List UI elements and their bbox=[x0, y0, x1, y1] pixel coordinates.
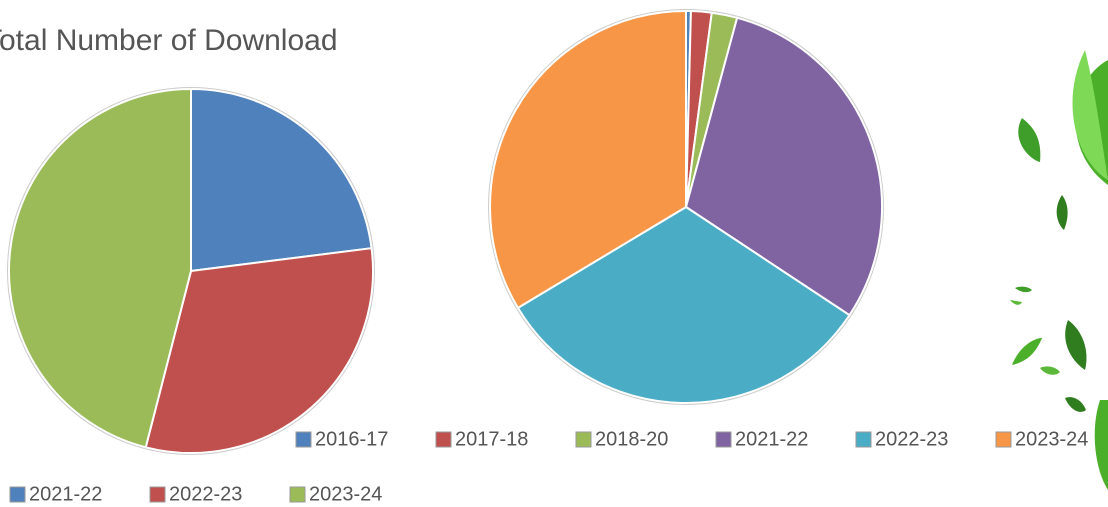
legend-label: 2023-24 bbox=[1015, 428, 1088, 450]
legend-swatch bbox=[150, 487, 165, 502]
legend-label: 2018-20 bbox=[595, 428, 668, 450]
legend-label: 2021-22 bbox=[29, 483, 102, 505]
page: Total Number of Download 2021-22 2022-23 2… bbox=[0, 0, 1108, 507]
legend-swatch bbox=[996, 432, 1011, 447]
legend-label: 2023-24 bbox=[309, 483, 382, 505]
legend-label: 2022-23 bbox=[875, 428, 948, 450]
legend-swatch bbox=[290, 487, 305, 502]
legend-swatch bbox=[856, 432, 871, 447]
legend-swatch bbox=[716, 432, 731, 447]
chart-title: Total Number of Download bbox=[0, 24, 338, 57]
legend-label: 2021-22 bbox=[735, 428, 808, 450]
legend-swatch bbox=[576, 432, 591, 447]
legend-label: 2016-17 bbox=[315, 428, 388, 450]
legend-swatch bbox=[10, 487, 25, 502]
legend-swatch bbox=[436, 432, 451, 447]
legend-label: 2022-23 bbox=[169, 483, 242, 505]
legend-label: 2017-18 bbox=[455, 428, 528, 450]
legend-swatch bbox=[296, 432, 311, 447]
